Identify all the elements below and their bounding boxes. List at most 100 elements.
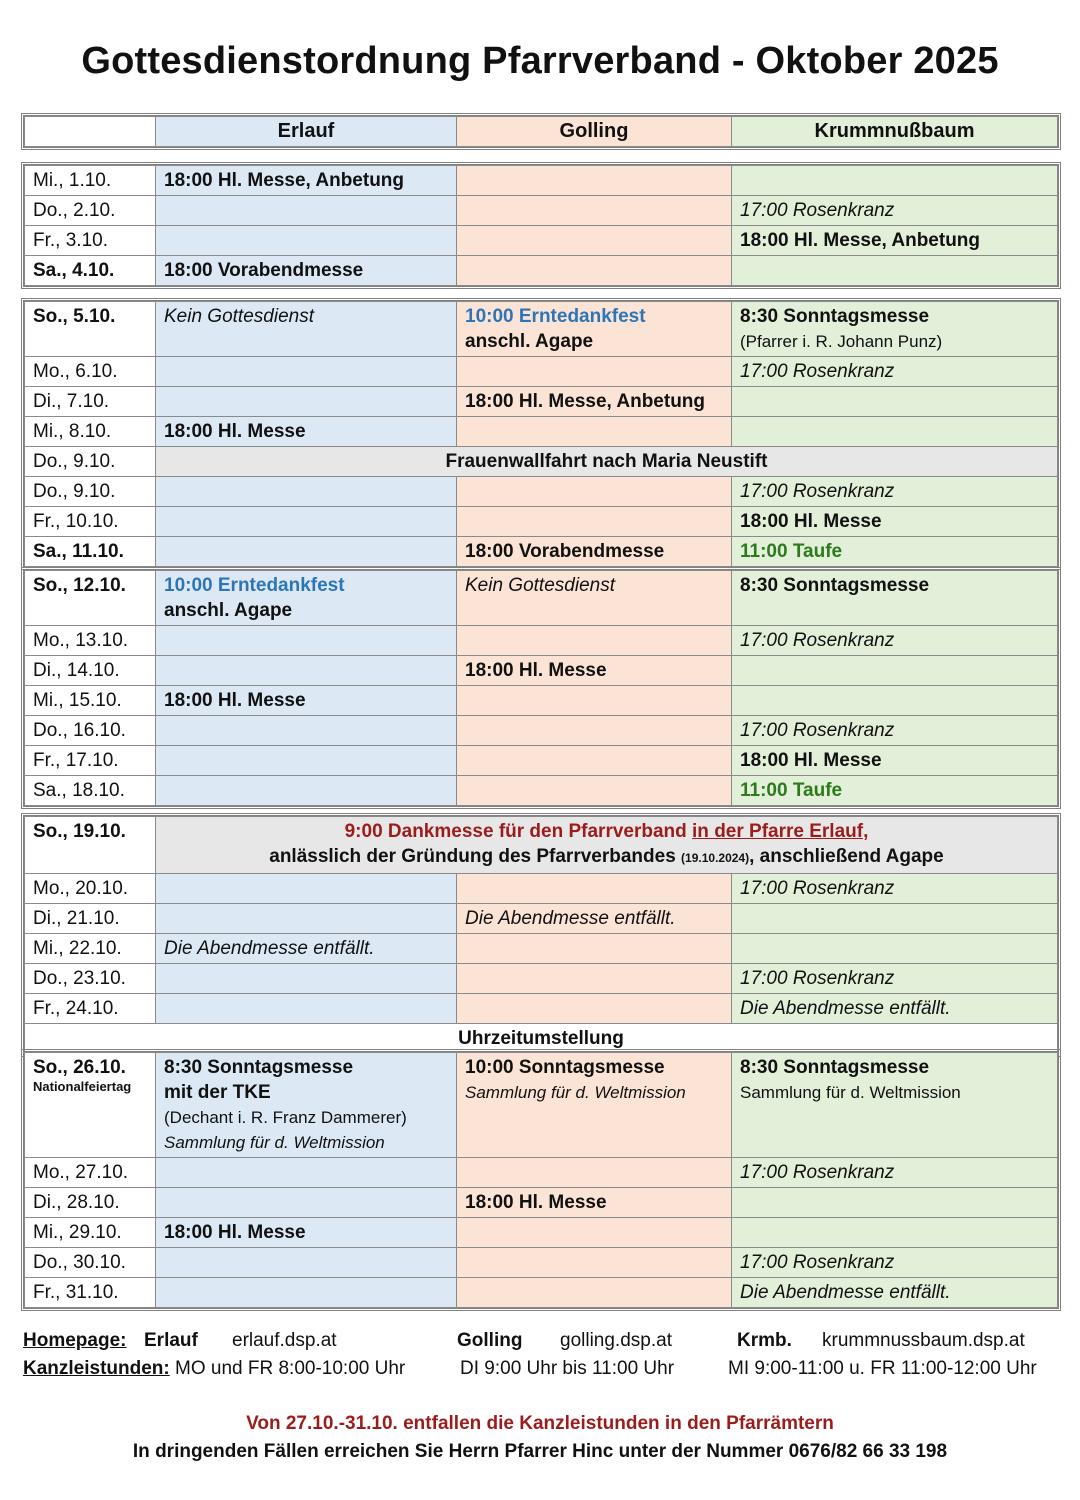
cell-erlauf xyxy=(155,1157,457,1188)
entry-line: 18:00 Hl. Messe xyxy=(164,419,448,444)
cell-golling: Kein Gottesdienst xyxy=(456,570,732,626)
cell-golling xyxy=(456,1277,732,1308)
entry-line: 18:00 Hl. Messe xyxy=(740,509,1049,534)
cell-erlauf: 10:00 Erntedankfest anschl. Agape xyxy=(155,570,457,626)
entry-line: 18:00 Hl. Messe xyxy=(740,748,1049,773)
entry-text: 8:30 Sonntagsmesse xyxy=(164,1057,354,1078)
entry-line: Die Abendmesse entfällt. xyxy=(740,1280,1049,1305)
entry-line: 17:00 Rosenkranz xyxy=(740,359,1049,384)
table-row: Di., 14.10. 18:00 Hl. Messe xyxy=(24,655,1058,686)
cell-golling xyxy=(456,775,732,806)
cell-golling: Die Abendmesse entfällt. xyxy=(456,903,732,934)
table-row: Fr., 31.10. Die Abendmesse entfällt. xyxy=(24,1277,1058,1308)
entry-text: 18:00 Hl. Messe xyxy=(164,1222,306,1243)
date-label: Mi., 1.10. xyxy=(33,170,112,191)
cell-erlauf xyxy=(155,506,457,537)
cell-golling xyxy=(456,1217,732,1248)
entry-text: 18:00 Vorabendmesse xyxy=(465,541,665,562)
table-row: Di., 28.10. 18:00 Hl. Messe xyxy=(24,1187,1058,1218)
entry-text: anschl. Agape xyxy=(164,600,293,621)
parish-url-link[interactable]: krummnussbaum.dsp.at xyxy=(822,1330,1025,1351)
entry-text: Sammlung für d. Weltmission xyxy=(164,1133,385,1152)
table-row: Fr., 17.10. 18:00 Hl. Messe xyxy=(24,745,1058,776)
entry-text: Die Abendmesse entfällt. xyxy=(465,908,676,929)
cell-krummnussbaum xyxy=(731,1187,1058,1218)
entry-text: Die Abendmesse entfällt. xyxy=(740,1282,951,1303)
table-row: Sa., 4.10. 18:00 Vorabendmesse xyxy=(24,255,1058,286)
cell-golling: 18:00 Vorabendmesse xyxy=(456,536,732,567)
header-empty xyxy=(24,116,156,147)
cell-krummnussbaum: 17:00 Rosenkranz xyxy=(731,873,1058,904)
entry-line: 17:00 Rosenkranz xyxy=(740,628,1049,653)
cell-krummnussbaum: 17:00 Rosenkranz xyxy=(731,195,1058,226)
date-label: Do., 16.10. xyxy=(33,720,126,741)
date-cell: Mi., 29.10. xyxy=(24,1217,156,1248)
parish-url-link[interactable]: golling.dsp.at xyxy=(560,1330,672,1351)
cell-krummnussbaum: 17:00 Rosenkranz xyxy=(731,356,1058,387)
entry-line: 9:00 Dankmesse für den Pfarrverband in d… xyxy=(164,819,1049,844)
table-row: Mo., 20.10. 17:00 Rosenkranz xyxy=(24,873,1058,904)
entry-line: Die Abendmesse entfällt. xyxy=(740,996,1049,1021)
cell-krummnussbaum: 18:00 Hl. Messe xyxy=(731,745,1058,776)
cell-erlauf xyxy=(155,356,457,387)
entry-text: 18:00 Hl. Messe, Anbetung xyxy=(465,391,706,412)
cell-golling xyxy=(456,715,732,746)
table-row: Mi., 29.10. 18:00 Hl. Messe xyxy=(24,1217,1058,1248)
cell-krummnussbaum: 18:00 Hl. Messe, Anbetung xyxy=(731,225,1058,256)
entry-line: 11:00 Taufe xyxy=(740,778,1049,803)
date-cell: So., 5.10. xyxy=(24,301,156,357)
date-label: Mo., 13.10. xyxy=(33,630,129,651)
date-cell: Sa., 4.10. xyxy=(24,255,156,286)
entry-text: 17:00 Rosenkranz xyxy=(740,361,895,382)
date-label: Fr., 24.10. xyxy=(33,998,119,1019)
entry-text: anschl. Agape xyxy=(465,331,594,352)
date-label: So., 5.10. xyxy=(33,306,116,327)
cell-golling xyxy=(456,933,732,964)
entry-line: 18:00 Vorabendmesse xyxy=(164,258,448,283)
date-label: So., 26.10. xyxy=(33,1057,126,1078)
date-cell: Sa., 18.10. xyxy=(24,775,156,806)
cell-erlauf xyxy=(155,715,457,746)
cell-erlauf xyxy=(155,745,457,776)
table-row: Fr., 10.10. 18:00 Hl. Messe xyxy=(24,506,1058,537)
date-label: Sa., 11.10. xyxy=(33,541,124,562)
header-krummnussbaum: Krummnußbaum xyxy=(731,116,1058,147)
footer: Homepage: Erlauf erlauf.dsp.at Golling g… xyxy=(23,1330,1063,1386)
entry-line: Sammlung für d. Weltmission xyxy=(164,1130,448,1155)
date-label: Sa., 18.10. xyxy=(33,780,125,801)
cell-golling xyxy=(456,476,732,507)
office-closure-notice: Von 27.10.-31.10. entfallen die Kanzleis… xyxy=(246,1413,834,1434)
date-cell: Sa., 11.10. xyxy=(24,536,156,567)
cell-krummnussbaum xyxy=(731,255,1058,286)
cell-erlauf xyxy=(155,775,457,806)
cell-krummnussbaum xyxy=(731,903,1058,934)
cell-erlauf xyxy=(155,655,457,686)
date-cell: Fr., 17.10. xyxy=(24,745,156,776)
entry-line: Die Abendmesse entfällt. xyxy=(465,906,723,931)
cell-krummnussbaum: 8:30 Sonntagsmesse xyxy=(731,570,1058,626)
date-cell: Di., 21.10. xyxy=(24,903,156,934)
cell-krummnussbaum: 17:00 Rosenkranz xyxy=(731,1247,1058,1278)
cell-erlauf xyxy=(155,625,457,656)
entry-line: 8:30 Sonntagsmesse xyxy=(164,1055,448,1080)
schedule-section: So., 19.10. 9:00 Dankmesse für den Pfarrv… xyxy=(21,813,1061,1057)
cell-krummnussbaum xyxy=(731,655,1058,686)
entry-text: 18:00 Vorabendmesse xyxy=(164,260,364,281)
entry-line: 18:00 Hl. Messe, Anbetung xyxy=(164,168,448,193)
date-cell: Di., 28.10. xyxy=(24,1187,156,1218)
parish-name: Krmb. xyxy=(737,1330,792,1351)
entry-text: 8:30 Sonntagsmesse xyxy=(740,575,930,596)
date-label: Mi., 29.10. xyxy=(33,1222,122,1243)
entry-text: Sammlung für d. Weltmission xyxy=(465,1083,686,1102)
table-row: Fr., 3.10. 18:00 Hl. Messe, Anbetung xyxy=(24,225,1058,256)
schedule-section: So., 5.10. Kein Gottesdienst 10:00 Ernteda… xyxy=(21,298,1061,570)
entry-text: , anschließend Agape xyxy=(749,846,944,867)
parish-url-link[interactable]: erlauf.dsp.at xyxy=(232,1330,337,1351)
date-label: Do., 9.10. xyxy=(33,481,116,502)
entry-line: 8:30 Sonntagsmesse xyxy=(740,1055,1049,1080)
parish-name: Erlauf xyxy=(144,1330,198,1351)
cell-erlauf xyxy=(155,963,457,994)
table-row: Di., 21.10. Die Abendmesse entfällt. xyxy=(24,903,1058,934)
header-erlauf: Erlauf xyxy=(155,116,457,147)
time-change-row: Uhrzeitumstellung xyxy=(24,1023,1058,1054)
